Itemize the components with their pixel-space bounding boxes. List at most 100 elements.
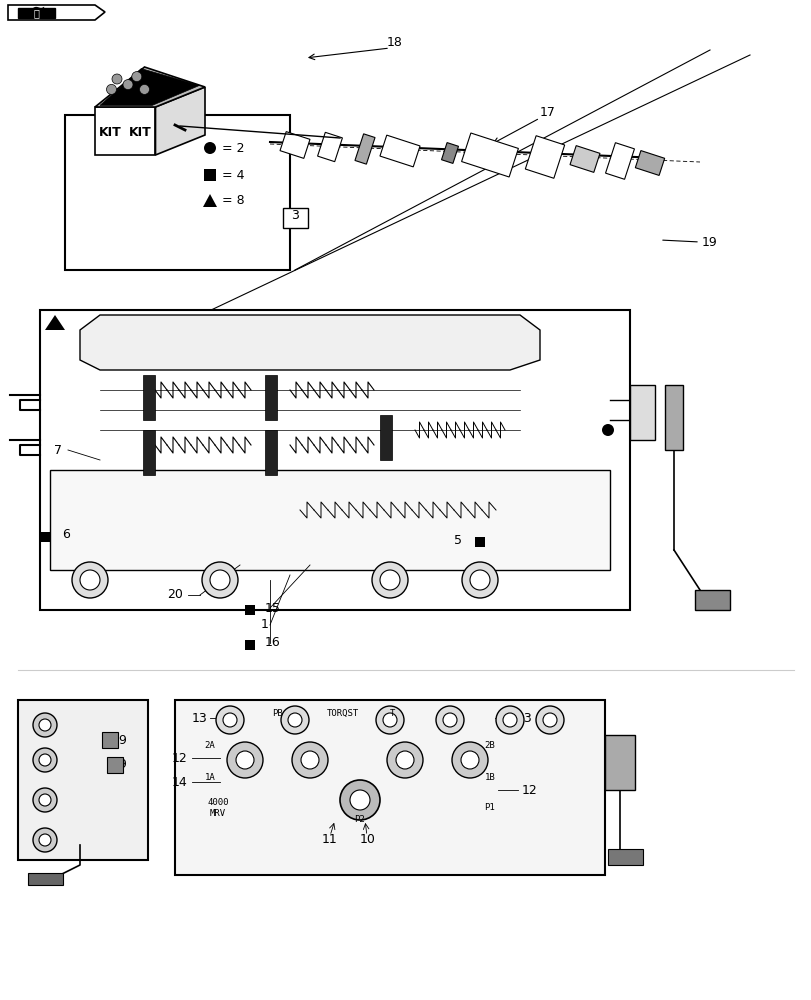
Circle shape: [543, 713, 556, 727]
Circle shape: [227, 742, 263, 778]
Circle shape: [223, 713, 237, 727]
Bar: [143, 430, 155, 475]
Circle shape: [496, 706, 523, 734]
Circle shape: [601, 424, 613, 436]
Circle shape: [340, 780, 380, 820]
Text: 18: 18: [387, 36, 402, 49]
Circle shape: [39, 754, 51, 766]
Polygon shape: [100, 69, 200, 105]
Bar: [604, 735, 634, 790]
Polygon shape: [605, 143, 633, 179]
Circle shape: [371, 562, 407, 598]
Text: 13: 13: [192, 711, 208, 724]
Polygon shape: [80, 315, 539, 370]
Text: TORQST: TORQST: [327, 708, 358, 717]
Text: = 4: = 4: [221, 169, 244, 182]
Bar: [607, 849, 642, 865]
Polygon shape: [280, 132, 310, 158]
Polygon shape: [156, 87, 204, 155]
Text: 6: 6: [62, 528, 70, 542]
Bar: [264, 430, 277, 475]
Bar: [50, 470, 609, 570]
Polygon shape: [95, 107, 156, 155]
Text: T: T: [390, 708, 395, 717]
Polygon shape: [525, 136, 564, 178]
Polygon shape: [45, 315, 65, 330]
Circle shape: [39, 719, 51, 731]
Circle shape: [350, 790, 370, 810]
Text: 1A: 1A: [204, 774, 215, 782]
Circle shape: [502, 713, 517, 727]
Polygon shape: [8, 5, 105, 20]
Text: ≋: ≋: [30, 4, 45, 22]
Circle shape: [122, 80, 133, 90]
Bar: [65, 115, 290, 270]
Text: 11: 11: [322, 833, 337, 846]
Text: 2A: 2A: [204, 740, 215, 750]
Text: 10: 10: [359, 833, 375, 846]
Circle shape: [443, 713, 457, 727]
Bar: [18, 700, 148, 860]
Polygon shape: [203, 194, 217, 207]
Text: 12: 12: [521, 784, 537, 796]
Circle shape: [72, 562, 108, 598]
Text: 16: 16: [264, 636, 281, 650]
Circle shape: [387, 742, 423, 778]
Circle shape: [383, 713, 397, 727]
Circle shape: [39, 794, 51, 806]
Circle shape: [33, 828, 57, 852]
Bar: [245, 605, 255, 615]
Polygon shape: [18, 8, 55, 18]
Text: 14: 14: [172, 776, 187, 788]
Polygon shape: [441, 143, 458, 163]
Text: 7: 7: [54, 444, 62, 456]
Text: 3: 3: [290, 209, 298, 222]
Bar: [264, 375, 277, 420]
Bar: [40, 310, 629, 610]
Circle shape: [106, 84, 116, 94]
Circle shape: [396, 751, 414, 769]
Circle shape: [380, 570, 400, 590]
Text: KIT: KIT: [129, 126, 152, 139]
Bar: [380, 415, 392, 460]
Circle shape: [112, 74, 122, 84]
Circle shape: [210, 570, 230, 590]
Text: 9: 9: [118, 758, 126, 772]
Circle shape: [452, 742, 487, 778]
Text: 19: 19: [702, 235, 717, 248]
Circle shape: [216, 706, 243, 734]
Text: 17: 17: [539, 106, 556, 119]
Bar: [143, 375, 155, 420]
Circle shape: [202, 562, 238, 598]
Circle shape: [375, 706, 404, 734]
Circle shape: [80, 570, 100, 590]
Text: P1: P1: [484, 803, 495, 812]
Bar: [175, 700, 604, 875]
Polygon shape: [569, 146, 599, 172]
Bar: [40, 532, 50, 542]
Circle shape: [288, 713, 302, 727]
Text: = 2: = 2: [221, 142, 244, 155]
Text: 4000
MRV: 4000 MRV: [207, 798, 229, 818]
Circle shape: [33, 748, 57, 772]
Circle shape: [535, 706, 564, 734]
Circle shape: [131, 72, 142, 82]
Polygon shape: [354, 134, 375, 164]
Circle shape: [436, 706, 463, 734]
Circle shape: [461, 562, 497, 598]
Bar: [283, 208, 307, 228]
Bar: [107, 757, 122, 773]
Circle shape: [301, 751, 319, 769]
Text: = 8: = 8: [221, 194, 244, 207]
Bar: [474, 537, 484, 547]
Text: 15: 15: [264, 601, 281, 614]
Circle shape: [292, 742, 328, 778]
Text: 13: 13: [517, 711, 532, 724]
Circle shape: [33, 713, 57, 737]
Text: 12: 12: [172, 752, 187, 764]
Text: 2B: 2B: [484, 740, 495, 750]
Polygon shape: [634, 151, 664, 175]
Circle shape: [33, 788, 57, 812]
Circle shape: [461, 751, 478, 769]
Polygon shape: [95, 67, 204, 107]
